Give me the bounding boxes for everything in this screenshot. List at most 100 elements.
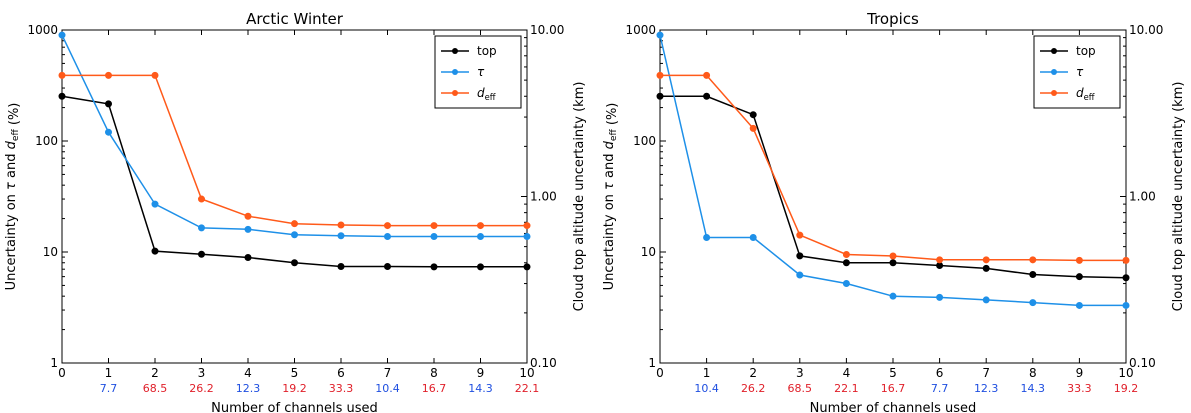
data-point — [1075, 301, 1083, 309]
x-tick-label: 9 — [1076, 366, 1084, 380]
x-tick-label: 3 — [796, 366, 804, 380]
data-point — [430, 222, 438, 230]
data-point — [244, 212, 252, 220]
x-tick-label: 9 — [477, 366, 485, 380]
data-point — [889, 292, 897, 300]
channel-label: 10.4 — [375, 382, 400, 395]
y-tick-label: 100 — [35, 134, 58, 148]
channel-label: 12.3 — [974, 382, 999, 395]
x-tick-label: 2 — [151, 366, 159, 380]
data-point — [889, 259, 897, 267]
data-point — [656, 31, 664, 39]
x-tick-label: 0 — [656, 366, 664, 380]
channel-label: 33.3 — [329, 382, 354, 395]
data-point — [842, 250, 850, 258]
data-point — [842, 280, 850, 288]
data-point — [796, 271, 804, 279]
data-point — [151, 200, 159, 208]
data-point — [105, 128, 112, 136]
x-tick-label: 3 — [198, 366, 206, 380]
x-tick-label: 6 — [337, 366, 345, 380]
series-line-0 — [660, 95, 1127, 279]
channel-label: 14.3 — [1021, 382, 1046, 395]
channel-label: 22.1 — [515, 382, 540, 395]
x-tick-label: 4 — [843, 366, 851, 380]
data-point — [523, 232, 531, 240]
channel-label: 68.5 — [788, 382, 813, 395]
series-line-0 — [61, 95, 527, 268]
channel-label: 68.5 — [143, 382, 168, 395]
channel-label: 12.3 — [236, 382, 261, 395]
channel-label: 19.2 — [1114, 382, 1139, 395]
x-tick-label: 8 — [1029, 366, 1037, 380]
data-point — [656, 71, 664, 79]
y-tick-label: 1000 — [27, 23, 58, 37]
data-point — [889, 252, 897, 260]
data-point — [1122, 301, 1130, 309]
y-axis-label: Uncertainty on τ and deff (%) — [602, 103, 620, 291]
y2-tick-label: 1.00 — [1129, 190, 1156, 204]
channel-label: 26.2 — [189, 382, 214, 395]
data-point — [198, 195, 205, 203]
y-tick-label: 1 — [648, 356, 656, 370]
data-point — [430, 232, 438, 240]
chart-title: Arctic Winter — [246, 10, 344, 28]
data-point — [1029, 271, 1037, 279]
data-point — [477, 222, 484, 230]
x-axis-label: Number of channels used — [211, 401, 378, 413]
legend-marker — [452, 69, 458, 75]
data-point — [58, 71, 66, 79]
chart-title: Tropics — [866, 10, 919, 28]
data-point — [105, 100, 112, 108]
channel-label: 33.3 — [1067, 382, 1092, 395]
data-point — [58, 92, 66, 100]
y2-tick-label: 10.00 — [530, 23, 564, 37]
data-point — [1075, 256, 1083, 264]
legend-marker — [452, 48, 458, 54]
data-point — [105, 71, 112, 79]
data-point — [982, 256, 990, 264]
x-tick-label: 5 — [889, 366, 897, 380]
y2-tick-label: 0.10 — [1129, 356, 1156, 370]
data-point — [198, 224, 205, 232]
channel-label: 10.4 — [694, 382, 719, 395]
data-point — [430, 263, 438, 271]
x-tick-label: 1 — [703, 366, 711, 380]
x-tick-label: 7 — [384, 366, 392, 380]
channel-label: 19.2 — [282, 382, 307, 395]
legend-label: top — [477, 44, 497, 58]
data-point — [384, 222, 391, 230]
channel-label: 14.3 — [468, 382, 493, 395]
x-tick-label: 8 — [430, 366, 438, 380]
legend-marker — [1051, 69, 1057, 75]
data-point — [244, 225, 252, 233]
data-point — [337, 262, 345, 270]
x-tick-label: 7 — [982, 366, 990, 380]
x-tick-label: 5 — [291, 366, 299, 380]
y2-tick-label: 1.00 — [530, 190, 557, 204]
x-tick-label: 0 — [58, 366, 66, 380]
y-tick-label: 100 — [633, 134, 656, 148]
legend: top τ deff — [434, 35, 522, 109]
data-point — [244, 254, 252, 262]
data-point — [982, 296, 990, 304]
legend-label: deff — [477, 86, 496, 102]
channel-label: 22.1 — [834, 382, 859, 395]
y-axis-label: Uncertainty on τ and deff (%) — [4, 103, 22, 291]
data-point — [982, 264, 990, 272]
legend-label: deff — [1076, 86, 1095, 102]
data-point — [842, 259, 850, 267]
data-point — [749, 124, 757, 132]
data-point — [936, 262, 944, 270]
y-tick-label: 10 — [641, 245, 656, 259]
x-axis-label: Number of channels used — [810, 401, 977, 413]
data-point — [523, 222, 531, 230]
x-tick-label: 6 — [936, 366, 944, 380]
data-point — [337, 221, 345, 229]
channel-label: 16.7 — [881, 382, 906, 395]
data-point — [656, 92, 664, 100]
data-point — [749, 234, 757, 242]
legend-label: τ — [477, 65, 485, 79]
